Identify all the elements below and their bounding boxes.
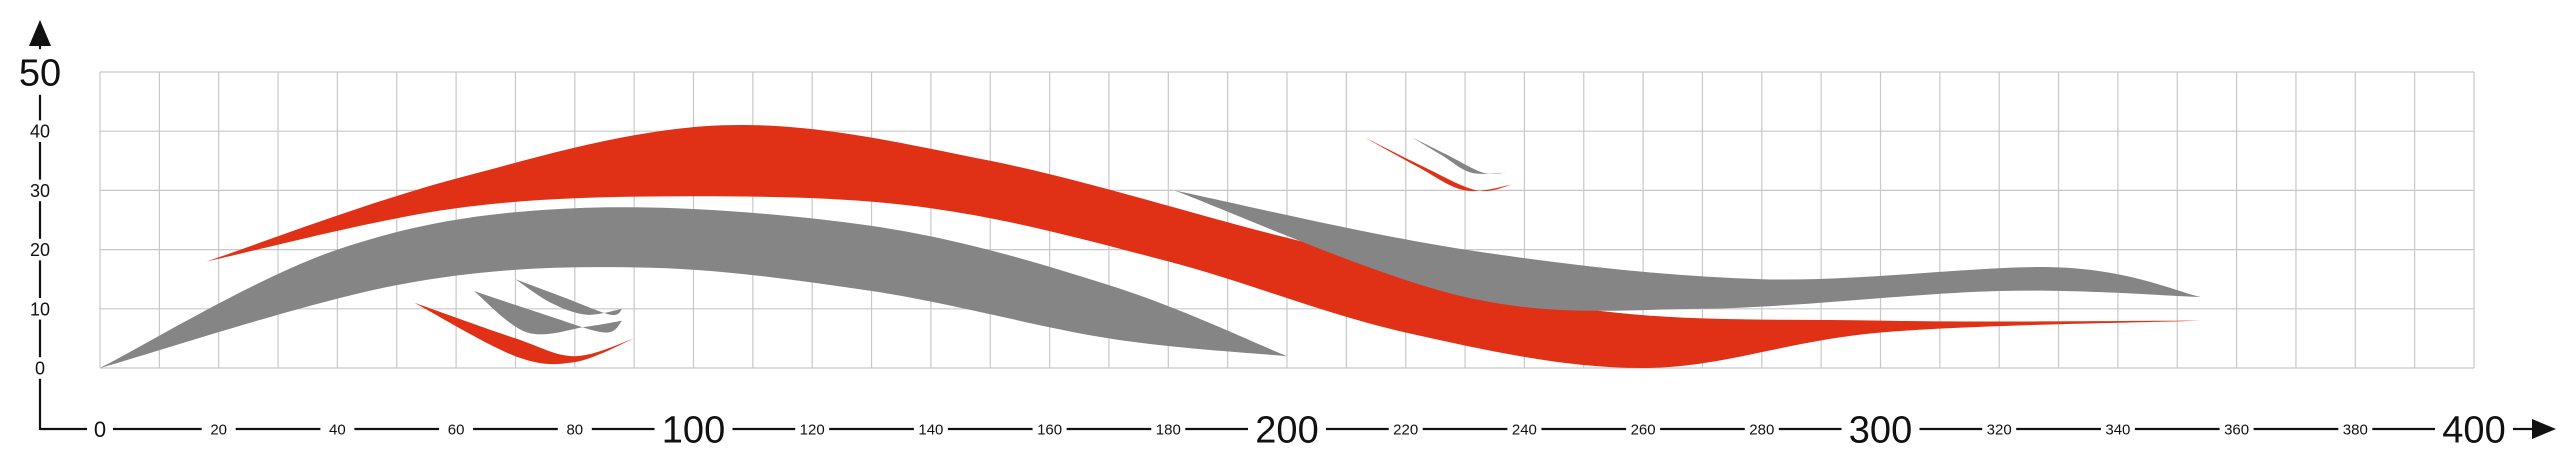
x-tick-label-bg (654, 404, 733, 450)
x-tick-label-bg (913, 419, 948, 439)
y-tick-label: 50 (19, 53, 61, 95)
x-tick-label-bg (2338, 419, 2373, 439)
small-gray-swoosh-left-a (473, 291, 623, 335)
axes: 0 20 40 60 80 100 120 140 160 180 200 220 240 260 280 3… (16, 20, 2556, 450)
x-tick-label-bg (1507, 419, 1542, 439)
small-gray-swoosh-left-b (515, 279, 623, 316)
arrow-right-icon (2532, 419, 2556, 439)
x-tick-label-bg (1248, 404, 1326, 450)
right-gray-swoosh (1174, 190, 2201, 311)
y-tick-label-bg (28, 357, 52, 379)
x-tick-label: 280 (1749, 421, 1774, 438)
x-tick-label: 320 (1987, 421, 2012, 438)
x-tick-label: 200 (1255, 410, 1318, 450)
y-tick-label-bg (28, 238, 52, 261)
x-axis: 0 20 40 60 80 100 120 140 160 180 200 220 240 260 280 3… (40, 404, 2540, 450)
x-tick-label: 340 (2105, 421, 2130, 438)
x-tick-label-bg (1744, 419, 1779, 439)
x-tick-label-bg (87, 414, 113, 444)
x-tick-label-bg (1982, 419, 2017, 439)
x-tick-label: 300 (1849, 410, 1912, 450)
y-tick-label: 10 (30, 299, 50, 319)
x-tick-label: 360 (2224, 421, 2249, 438)
x-tick-label-bg (201, 419, 236, 439)
small-red-swoosh-right (1364, 137, 1513, 192)
y-tick-label-bg (16, 49, 64, 95)
x-tick-label-bg (1151, 419, 1186, 439)
x-tick-label: 20 (210, 421, 227, 438)
x-tick-label: 160 (1037, 421, 1062, 438)
x-tick-label: 140 (918, 421, 943, 438)
x-tick-label-bg (2435, 404, 2513, 450)
y-axis-ticks: 0 10 20 30 40 50 (16, 49, 64, 379)
y-tick-label: 20 (30, 240, 50, 260)
small-gray-swoosh-right (1411, 137, 1507, 174)
x-tick-label-bg (1841, 404, 1920, 450)
large-red-swoosh (206, 124, 2201, 368)
x-tick-label-bg (1626, 419, 1661, 439)
x-tick-label: 180 (1156, 421, 1181, 438)
y-tick-label: 0 (35, 358, 45, 378)
y-tick-label-bg (28, 179, 52, 202)
x-tick-label-bg (1388, 419, 1423, 439)
arrow-up-icon (29, 20, 51, 46)
y-tick-label: 40 (30, 122, 50, 142)
x-tick-label-bg (1032, 419, 1067, 439)
x-tick-label-bg (2219, 419, 2254, 439)
swoosh-shapes (100, 124, 2201, 368)
x-tick-label: 220 (1393, 421, 1418, 438)
x-tick-label-bg (795, 419, 830, 439)
x-tick-label: 40 (329, 421, 346, 438)
x-tick-label: 100 (662, 410, 725, 450)
x-tick-label-bg (2100, 419, 2135, 439)
x-tick-label: 120 (800, 421, 825, 438)
y-tick-label-bg (28, 298, 52, 320)
x-tick-label: 60 (448, 421, 465, 438)
small-red-swoosh-left (414, 302, 635, 365)
y-tick-label-bg (28, 120, 52, 142)
x-tick-label: 400 (2442, 410, 2505, 450)
x-tick-label-bg (557, 419, 592, 439)
large-gray-swoosh (100, 207, 1287, 368)
x-tick-label: 80 (566, 421, 583, 438)
x-tick-label-bg (320, 419, 355, 439)
x-tick-label: 240 (1512, 421, 1537, 438)
x-tick-label: 260 (1631, 421, 1656, 438)
x-tick-label: 0 (94, 417, 106, 442)
y-tick-label: 30 (30, 181, 50, 201)
x-tick-label: 380 (2343, 421, 2368, 438)
x-tick-label-bg (439, 419, 474, 439)
